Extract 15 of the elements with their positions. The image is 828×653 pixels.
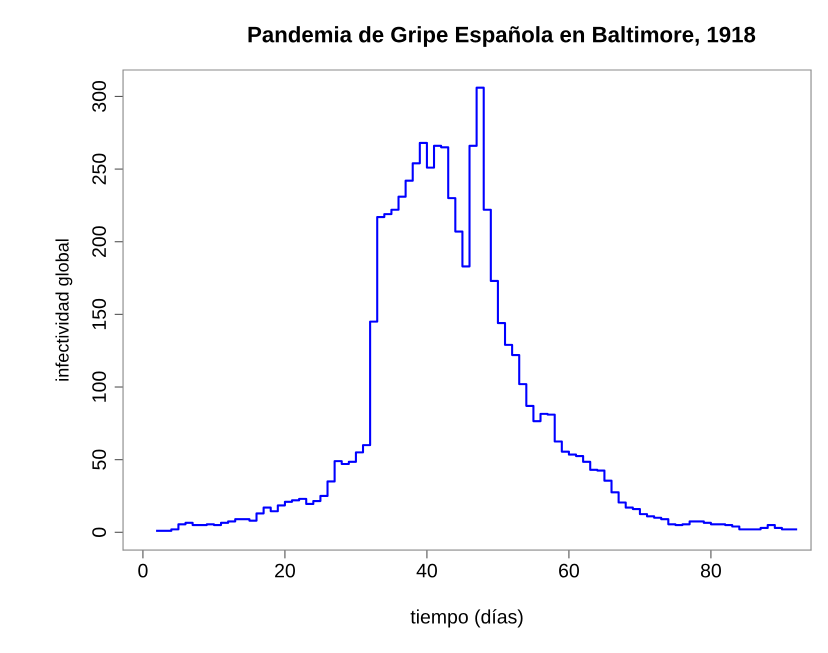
x-tick-label: 80 (700, 564, 721, 578)
y-tick-label: 100 (92, 372, 106, 402)
x-tick-label: 20 (275, 564, 295, 578)
chart-title: Pandemia de Gripe Española en Baltimore, 1918 (248, 26, 756, 47)
x-tick-label: 0 (138, 564, 148, 578)
y-tick-label: 250 (92, 154, 106, 184)
x-tick-label: 40 (416, 564, 437, 578)
y-tick-label: 300 (92, 80, 106, 112)
y-tick-label: 200 (92, 226, 106, 257)
y-tick-label: 50 (92, 450, 106, 470)
y-axis-title: infectividad global (55, 239, 72, 381)
x-tick-label: 60 (559, 564, 579, 578)
y-tick-label: 0 (92, 528, 106, 537)
y-tick-label: 150 (92, 298, 106, 330)
x-axis-title: tiempo (días) (410, 609, 523, 628)
